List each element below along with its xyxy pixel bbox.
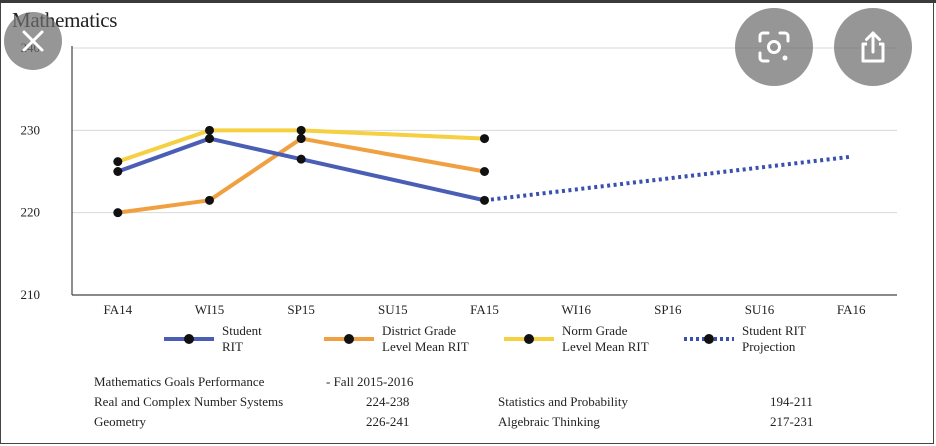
y-tick-label: 220 — [21, 205, 41, 220]
close-icon — [22, 30, 44, 52]
goal-name: Geometry — [94, 414, 146, 429]
data-point — [205, 125, 214, 135]
goal-range: 217-231 — [770, 414, 814, 429]
series-line — [484, 154, 852, 203]
share-button[interactable] — [834, 8, 912, 86]
data-point — [480, 134, 489, 144]
data-point — [480, 195, 489, 205]
x-tick-label: WI16 — [561, 302, 591, 317]
data-point — [205, 195, 214, 205]
legend-item-projection: Student RIT Projection — [684, 323, 806, 355]
legend-label-student-rit: Student RIT — [222, 323, 262, 354]
goals-header-label: Mathematics Goals Performance — [94, 374, 265, 389]
legend-label-district-mean: District Grade Level Mean RIT — [382, 323, 469, 354]
x-tick-label: SP16 — [654, 302, 682, 317]
x-tick-label: FA16 — [837, 302, 866, 317]
legend-swatch-student-rit — [164, 334, 214, 344]
data-point — [296, 134, 306, 144]
top-border — [0, 0, 936, 3]
goal-name: Statistics and Probability — [498, 394, 628, 409]
goal-range: 194-211 — [770, 394, 813, 409]
x-tick-label: SU15 — [378, 302, 408, 317]
goals-header-term: - Fall 2015-2016 — [326, 374, 414, 389]
legend-item-norm-mean: Norm Grade Level Mean RIT — [504, 323, 649, 355]
data-point — [296, 125, 306, 135]
close-button[interactable] — [4, 12, 62, 70]
series-line — [117, 136, 485, 215]
goal-range: 224-238 — [366, 394, 410, 409]
y-tick-label: 210 — [21, 287, 41, 302]
data-point — [113, 208, 123, 218]
legend-item-student-rit: Student RIT — [164, 323, 262, 355]
legend-swatch-projection — [684, 334, 734, 344]
x-tick-label: WI15 — [195, 302, 225, 317]
data-point — [480, 167, 489, 176]
data-point — [113, 167, 123, 176]
data-point — [296, 154, 306, 164]
lens-button[interactable] — [735, 8, 813, 86]
x-tick-label: SU16 — [745, 302, 775, 317]
legend-label-norm-mean: Norm Grade Level Mean RIT — [562, 323, 649, 354]
share-icon — [861, 31, 885, 63]
legend-swatch-district-mean — [324, 334, 374, 344]
data-point — [113, 157, 123, 167]
legend-item-district-mean: District Grade Level Mean RIT — [324, 323, 469, 355]
legend-label-projection: Student RIT Projection — [742, 323, 806, 354]
data-point — [205, 134, 214, 144]
x-tick-label: SP15 — [287, 302, 314, 317]
y-tick-label: 230 — [21, 122, 41, 137]
series-line — [117, 136, 485, 203]
x-tick-label: FA14 — [104, 302, 133, 317]
legend-swatch-norm-mean — [504, 334, 554, 344]
goal-name: Real and Complex Number Systems — [94, 394, 284, 409]
series-line — [117, 128, 485, 164]
goal-range: 226-241 — [366, 414, 410, 429]
goal-name: Algebraic Thinking — [498, 414, 600, 429]
x-tick-label: FA15 — [470, 302, 499, 317]
lens-scan-icon — [758, 31, 790, 63]
